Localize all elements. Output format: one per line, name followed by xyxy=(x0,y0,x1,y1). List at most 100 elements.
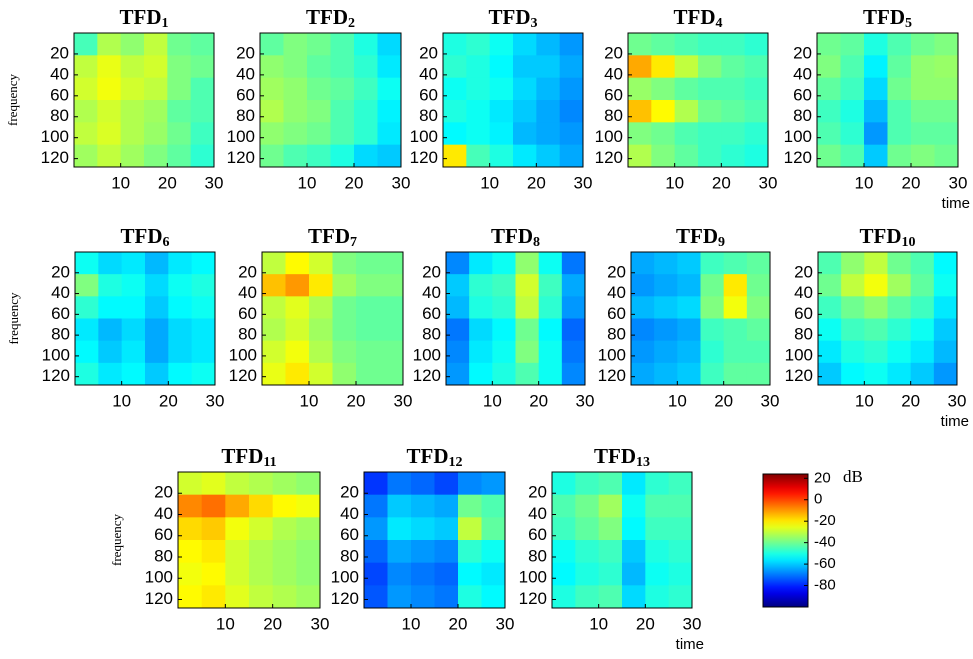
y-axis-label: frequency xyxy=(109,514,124,566)
heatmap-cell xyxy=(628,77,652,101)
heatmap-cell xyxy=(98,252,123,275)
x-tick-label: 10 xyxy=(402,614,421,633)
heatmap-cell xyxy=(144,122,168,146)
heatmap-cell xyxy=(934,55,959,79)
y-tick-label: 20 xyxy=(50,43,69,62)
heatmap-cell xyxy=(818,340,842,364)
heatmap-cell xyxy=(458,562,482,586)
heatmap-cell xyxy=(354,55,378,79)
title-subscript: 7 xyxy=(350,235,357,250)
heatmap-cell xyxy=(934,144,959,168)
heatmap-cell xyxy=(458,540,482,564)
heatmap-cell xyxy=(631,252,655,275)
heatmap-cell xyxy=(272,540,297,564)
heatmap-cell xyxy=(887,274,912,297)
heatmap-cell xyxy=(515,340,540,364)
heatmap-cell xyxy=(354,144,378,168)
heatmap-cell xyxy=(178,562,203,586)
heatmap-cell xyxy=(191,340,216,364)
panel: TFD2 10 20 30 20 40 60 80 100 120 xyxy=(227,5,411,193)
heatmap-cell xyxy=(698,122,722,146)
heatmap-cell xyxy=(674,77,699,101)
heatmap-cell xyxy=(817,122,841,146)
heatmap-cell xyxy=(260,144,284,168)
y-tick-label: 120 xyxy=(410,148,438,167)
heatmap-cell xyxy=(934,77,959,101)
heatmap-cell xyxy=(538,318,563,342)
heatmap-cell xyxy=(330,122,355,146)
heatmap-cell xyxy=(575,494,600,518)
heatmap-cell xyxy=(818,318,842,342)
heatmap-cell xyxy=(121,274,146,297)
heatmap-cell xyxy=(840,144,865,168)
heatmap-cell xyxy=(178,494,203,518)
plot-frame xyxy=(630,251,771,386)
y-tick-label: 80 xyxy=(607,325,626,344)
title-subscript: 11 xyxy=(263,455,276,470)
heatmap-cell xyxy=(654,362,678,386)
heatmap-cell xyxy=(74,122,98,146)
x-tick-label: 10 xyxy=(216,614,235,633)
heatmap-cell xyxy=(145,252,169,275)
heatmap-cell xyxy=(120,33,145,56)
heatmap-cell xyxy=(598,472,623,496)
heatmap-cell xyxy=(387,562,412,586)
panel-title: TFD1 xyxy=(120,5,169,31)
x-tick-label: 20 xyxy=(449,614,468,633)
y-tick-label: 80 xyxy=(794,325,813,344)
y-tick-label: 40 xyxy=(419,64,438,83)
y-tick-label: 60 xyxy=(154,525,173,544)
heatmap-cell xyxy=(309,340,333,364)
heatmap-cell xyxy=(307,77,331,101)
heatmap-cell xyxy=(120,55,145,79)
heatmap-cell xyxy=(622,562,646,586)
heatmap-cell xyxy=(262,274,286,297)
heatmap-cell xyxy=(283,122,308,146)
heatmap-cell xyxy=(864,122,888,146)
title-text: TFD xyxy=(491,224,533,248)
y-tick-label: 100 xyxy=(785,345,813,364)
heatmap-cell xyxy=(458,585,482,609)
heatmap-cell xyxy=(225,472,250,496)
heatmap-cell xyxy=(513,100,537,123)
heatmap-cell xyxy=(700,274,725,297)
heatmap-cell xyxy=(167,77,192,101)
heatmap-cell xyxy=(513,33,537,56)
colorbar-gradient xyxy=(762,473,809,608)
heatmap-cell xyxy=(645,472,670,496)
heatmap-cell xyxy=(296,472,321,496)
heatmap-cell xyxy=(285,318,310,342)
heatmap-cell xyxy=(575,540,600,564)
y-tick-label: 60 xyxy=(607,304,626,323)
plot-frame xyxy=(817,251,958,386)
heatmap-cell xyxy=(364,540,388,564)
heatmap-cell xyxy=(411,540,435,564)
heatmap-cell xyxy=(575,585,600,609)
heatmap-cell xyxy=(668,562,693,586)
x-tick-label: 20 xyxy=(159,391,178,410)
panel: TFD11 10 20 30 20 40 60 80 100 120 frequency xyxy=(109,444,329,634)
heatmap-cell xyxy=(654,340,678,364)
heatmap-cell xyxy=(225,540,250,564)
heatmap-cell xyxy=(120,77,145,101)
plot-frame xyxy=(259,32,402,168)
x-tick-label: 20 xyxy=(158,173,177,192)
heatmap-cell xyxy=(379,318,404,342)
heatmap-cell xyxy=(285,274,310,297)
heatmap-cell xyxy=(668,540,693,564)
title-text: TFD xyxy=(121,224,163,248)
heatmap-cell xyxy=(446,318,470,342)
heatmap-cell xyxy=(446,274,470,297)
title-subscript: 4 xyxy=(716,16,723,31)
title-subscript: 12 xyxy=(449,455,463,470)
heatmap-cell xyxy=(75,296,99,319)
heatmap-cell xyxy=(97,100,122,123)
heatmap-cell xyxy=(700,340,725,364)
heatmap-cell xyxy=(677,318,701,342)
heatmap-cell xyxy=(654,252,678,275)
heatmap-cell xyxy=(191,274,216,297)
heatmap-cell xyxy=(249,540,274,564)
y-tick-label: 80 xyxy=(236,106,255,125)
